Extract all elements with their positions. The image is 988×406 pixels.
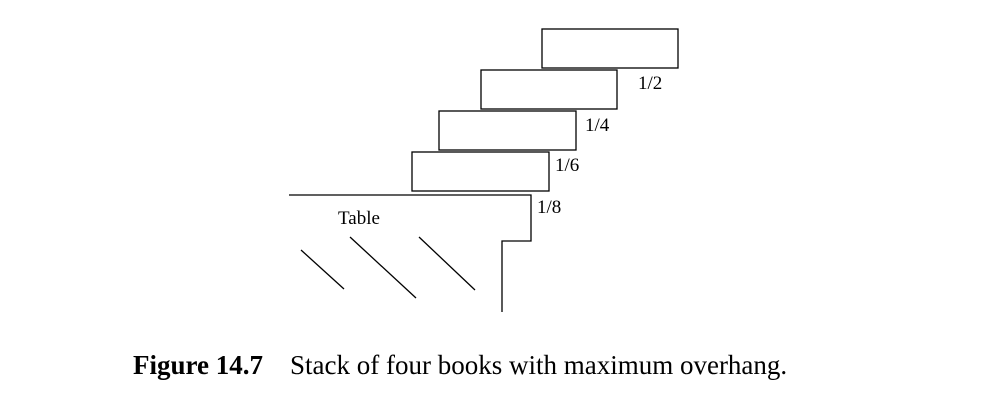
book-4 bbox=[541, 28, 679, 69]
caption-text: Stack of four books with maximum overhan… bbox=[290, 350, 788, 380]
figure-caption: Figure 14.7 Stack of four books with maxi… bbox=[133, 349, 787, 381]
overhang-label-third: 1/6 bbox=[555, 155, 579, 176]
overhang-label-bottom: 1/8 bbox=[537, 197, 561, 218]
overhang-label-top: 1/2 bbox=[638, 73, 662, 94]
table-edge bbox=[289, 194, 532, 312]
table-hatch-line bbox=[300, 249, 345, 290]
table-label: Table bbox=[338, 208, 380, 229]
figure-number: Figure 14.7 bbox=[133, 350, 263, 380]
overhang-label-second: 1/4 bbox=[585, 115, 610, 136]
table-hatch-line bbox=[418, 236, 476, 291]
book-3 bbox=[480, 69, 618, 110]
book-2 bbox=[438, 110, 577, 151]
table-hatch-line bbox=[349, 236, 417, 299]
book-1 bbox=[411, 151, 550, 192]
